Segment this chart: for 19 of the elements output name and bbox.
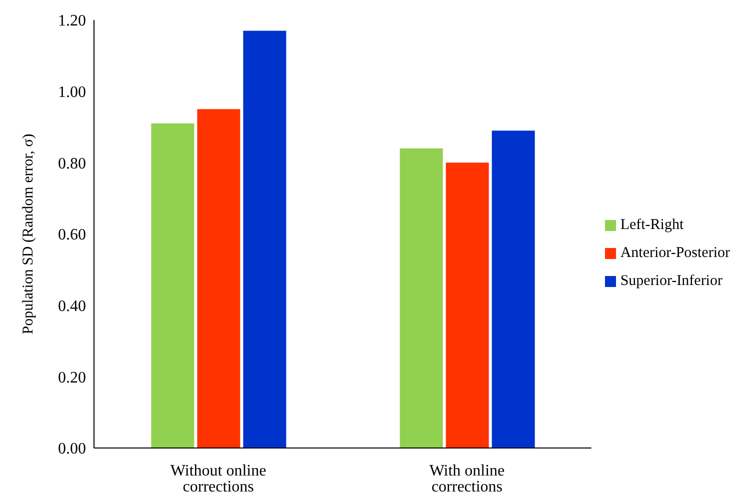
y-tick-label: 0.80 [58, 155, 86, 172]
y-tick-label: 1.20 [58, 12, 86, 30]
y-tick-label: 0.40 [58, 298, 86, 316]
bar [492, 130, 535, 448]
x-tick-label: Without online corrections [170, 462, 266, 496]
y-tick-label: 0.60 [58, 226, 86, 244]
y-tick-label: 1.00 [58, 84, 86, 102]
bar [400, 148, 443, 448]
bar [151, 123, 194, 448]
legend-label: Superior-Inferior [620, 273, 722, 289]
bar [243, 30, 286, 448]
bar [446, 162, 489, 448]
y-axis-title: Population SD (Random error, σ) [20, 134, 36, 334]
x-tick-label: With online corrections [429, 462, 505, 496]
bar [197, 109, 240, 448]
legend-label: Left-Right [620, 217, 684, 233]
legend-label: Anterior-Posterior [620, 245, 730, 261]
y-tick-label: 0.20 [58, 369, 86, 386]
y-tick-label: 0.00 [58, 440, 86, 458]
